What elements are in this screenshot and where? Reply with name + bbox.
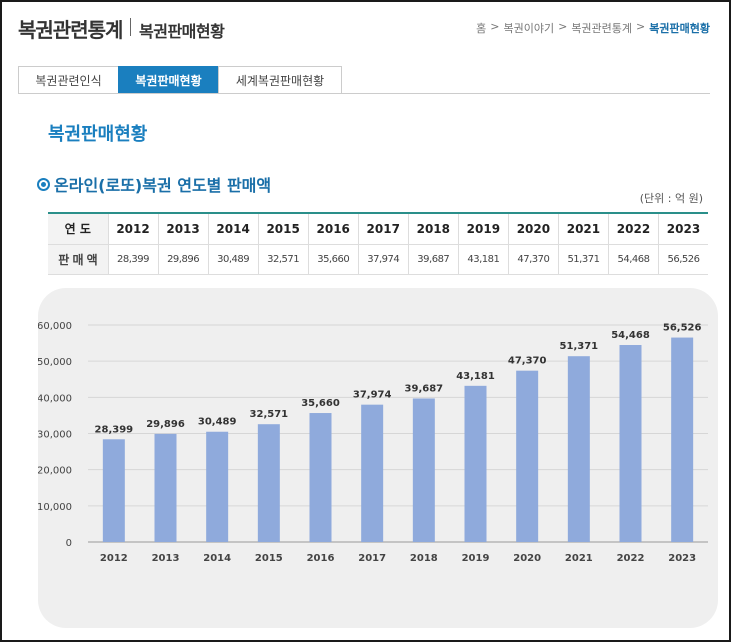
table-cell-year: 2018 (407, 213, 459, 245)
x-tick-label: 2022 (617, 553, 645, 564)
bar (516, 370, 539, 542)
data-label: 35,660 (301, 398, 340, 409)
bar (619, 345, 642, 542)
bar (464, 385, 487, 542)
bar (206, 431, 229, 542)
table-cell-sales: 54,468 (607, 244, 659, 275)
bar (671, 337, 694, 542)
table-header-year: 연 도 (48, 213, 108, 245)
data-label: 47,370 (508, 356, 547, 367)
data-label: 28,399 (95, 424, 134, 435)
x-tick-label: 2013 (152, 553, 180, 564)
x-tick-label: 2018 (410, 553, 438, 564)
data-label: 54,468 (611, 330, 650, 341)
subsection-title-text: 온라인(로또)복권 연도별 판매액 (54, 176, 272, 195)
bar (567, 356, 590, 542)
table-cell-sales: 39,687 (407, 244, 459, 275)
tab-lottery-perception[interactable]: 복권관련인식 (18, 66, 118, 94)
breadcrumb-separator: > (636, 20, 646, 33)
title-divider (130, 18, 131, 36)
table-cell-sales: 28,399 (107, 244, 159, 275)
page-title: 복권관련통계 (18, 18, 123, 42)
table-cell-sales: 47,370 (507, 244, 559, 275)
table-cell-year: 2019 (457, 213, 509, 245)
bar (412, 398, 435, 542)
table-cell-year: 2023 (658, 213, 708, 245)
table-cell-sales: 43,181 (457, 244, 509, 275)
table-cell-year: 2017 (357, 213, 409, 245)
breadcrumb: 홈 > 복권이야기 > 복권관련통계 > 복권판매현황 (476, 20, 710, 36)
table-header-sales: 판 매 액 (48, 244, 108, 275)
table-cell-year: 2016 (307, 213, 359, 245)
x-tick-label: 2023 (668, 553, 696, 564)
x-tick-label: 2012 (100, 553, 128, 564)
bar (257, 424, 280, 542)
unit-label: (단위 : 억 원) (639, 192, 703, 205)
table-cell-sales: 37,974 (357, 244, 409, 275)
chart-container: 0 10,000 20,000 30,000 40,000 50,000 60,000 28,… (38, 288, 718, 628)
tab-world-lottery-sales[interactable]: 세계복권판매현황 (218, 66, 342, 94)
bar (309, 413, 332, 542)
table-cell-sales: 29,896 (157, 244, 209, 275)
data-label: 32,571 (250, 409, 289, 420)
table-cell-year: 2012 (107, 213, 159, 245)
data-label: 29,896 (146, 419, 185, 430)
bar (361, 404, 384, 542)
table-cell-sales: 56,526 (658, 244, 708, 275)
x-tick-label: 2014 (203, 553, 231, 564)
page-subtitle: 복권판매현황 (139, 22, 225, 41)
x-tick-label: 2019 (462, 553, 490, 564)
bar (102, 439, 125, 542)
x-tick-label: 2017 (358, 553, 386, 564)
breadcrumb-lottery-story[interactable]: 복권이야기 (503, 22, 555, 35)
section-title: 복권판매현황 (48, 124, 148, 145)
y-tick-label: 30,000 (38, 430, 72, 441)
y-tick-label: 50,000 (38, 357, 72, 368)
table-cell-sales: 30,489 (207, 244, 259, 275)
x-tick-label: 2016 (307, 553, 335, 564)
y-tick-label: 40,000 (38, 393, 72, 404)
table-cell-year: 2014 (207, 213, 259, 245)
breadcrumb-home[interactable]: 홈 (476, 22, 487, 35)
table-cell-year: 2021 (557, 213, 609, 245)
data-label: 30,489 (198, 417, 237, 428)
bullet-icon (37, 177, 50, 191)
breadcrumb-lottery-stats[interactable]: 복권관련통계 (571, 22, 633, 35)
data-label: 51,371 (560, 341, 599, 352)
table-cell-sales: 51,371 (557, 244, 609, 275)
breadcrumb-current[interactable]: 복권판매현황 (649, 22, 710, 35)
breadcrumb-separator: > (558, 20, 568, 33)
table-cell-year: 2020 (507, 213, 559, 245)
breadcrumb-separator: > (490, 20, 500, 33)
table-cell-year: 2022 (607, 213, 659, 245)
data-label: 43,181 (456, 371, 495, 382)
tab-bar: 복권관련인식 복권판매현황 세계복권판매현황 (18, 66, 342, 94)
x-tick-label: 2015 (255, 553, 283, 564)
table-cell-year: 2013 (157, 213, 209, 245)
y-tick-label: 10,000 (38, 502, 72, 513)
subsection-title: 온라인(로또)복권 연도별 판매액 (37, 172, 271, 196)
x-tick-label: 2021 (565, 553, 593, 564)
tab-lottery-sales[interactable]: 복권판매현황 (118, 66, 218, 94)
y-tick-label: 60,000 (38, 321, 72, 332)
table-cell-year: 2015 (257, 213, 309, 245)
table-row-sales: 판 매 액 28,399 29,896 30,489 32,571 35,660… (48, 244, 708, 275)
data-label: 56,526 (663, 323, 702, 334)
bar (154, 433, 177, 542)
y-tick-label: 0 (66, 538, 72, 549)
table-cell-sales: 35,660 (307, 244, 359, 275)
table-cell-sales: 32,571 (257, 244, 309, 275)
y-tick-label: 20,000 (38, 466, 72, 477)
x-tick-label: 2020 (513, 553, 541, 564)
data-label: 37,974 (353, 390, 392, 401)
table-row-years: 연 도 2012 2013 2014 2015 2016 2017 2018 2… (48, 213, 708, 245)
data-label: 39,687 (405, 383, 444, 394)
tab-underline (18, 93, 710, 94)
page-header: 복권관련통계 복권판매현황 홈 > 복권이야기 > 복권관련통계 > 복권판매현… (18, 12, 710, 42)
sales-bar-chart: 0 10,000 20,000 30,000 40,000 50,000 60,000 28,… (38, 321, 708, 564)
sales-table: 연 도 2012 2013 2014 2015 2016 2017 2018 2… (48, 212, 708, 275)
